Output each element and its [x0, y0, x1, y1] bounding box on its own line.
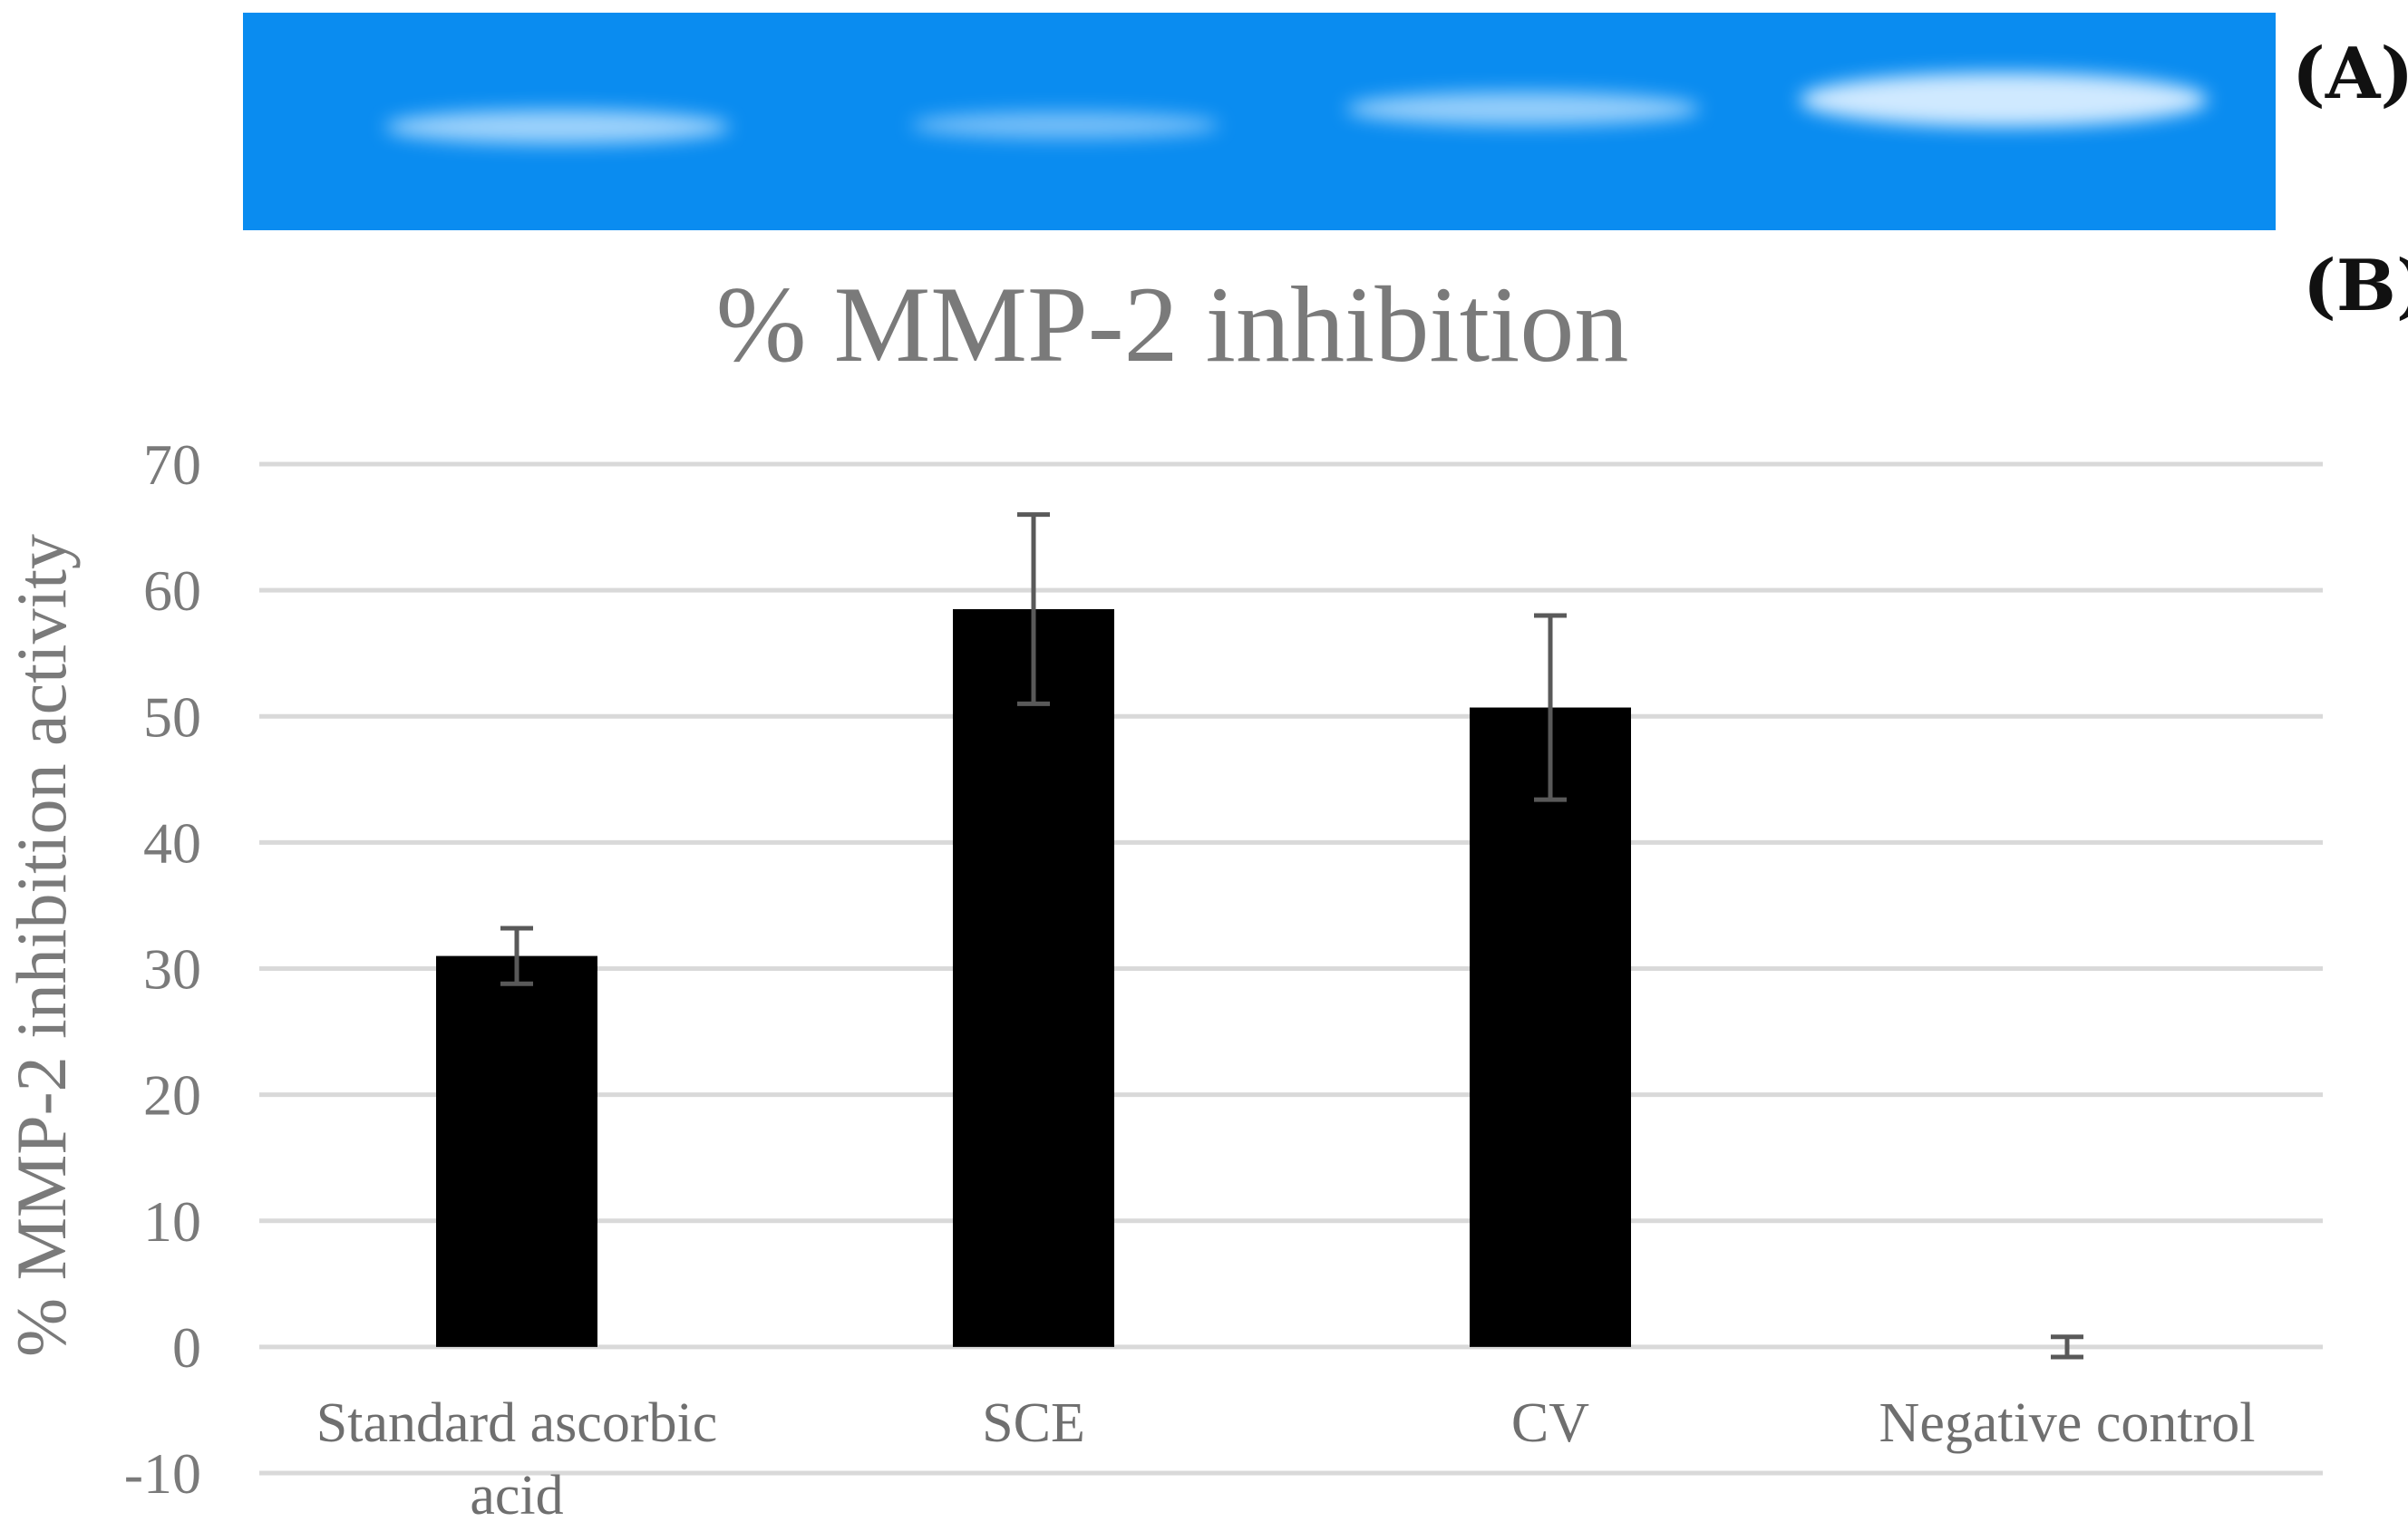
x-tick-label: Standard ascorbic acid	[316, 1392, 717, 1522]
y-tick-label: 60	[143, 558, 201, 623]
panel-label-b: (B)	[2303, 245, 2408, 327]
x-tick-label: Negative control	[1879, 1392, 2256, 1454]
gel-band	[385, 110, 730, 144]
y-tick-label: -10	[124, 1441, 201, 1506]
error-bar	[2051, 1334, 2083, 1360]
y-tick-label: 50	[143, 684, 201, 749]
error-bar	[500, 926, 533, 986]
y-tick-label: 10	[143, 1189, 201, 1254]
y-tick-label: 30	[143, 937, 201, 1002]
y-tick-label: 70	[143, 432, 201, 497]
y-tick-label: 0	[172, 1315, 201, 1380]
bar	[953, 608, 1114, 1347]
x-tick-label: CV	[1511, 1392, 1589, 1454]
gridlines	[259, 461, 2323, 1476]
panel-label-a: (A)	[2292, 33, 2408, 115]
error-bar	[1534, 613, 1567, 802]
gel-bands	[385, 73, 2208, 144]
error-bar	[1017, 512, 1050, 706]
gel-band	[911, 111, 1219, 139]
gel-panel	[243, 13, 2276, 230]
chart-title: % MMP-2 inhibition	[716, 264, 1629, 384]
x-tick-labels: Standard ascorbic acid SCE CV Negative contr…	[316, 1392, 2256, 1522]
y-tick-label: 20	[143, 1063, 201, 1128]
y-axis-label: % MMP-2 inhibition activity	[2, 534, 81, 1357]
bars	[436, 608, 1631, 1347]
y-tick-label: 40	[143, 810, 201, 875]
x-tick-label: SCE	[982, 1392, 1085, 1454]
gel-band	[1800, 73, 2208, 127]
bar	[1470, 707, 1631, 1347]
y-tick-labels: -10 0 10 20 30 40 50 60 70	[124, 432, 201, 1506]
bar	[436, 955, 597, 1347]
gel-band	[1346, 92, 1700, 126]
error-bars	[500, 512, 2083, 1360]
